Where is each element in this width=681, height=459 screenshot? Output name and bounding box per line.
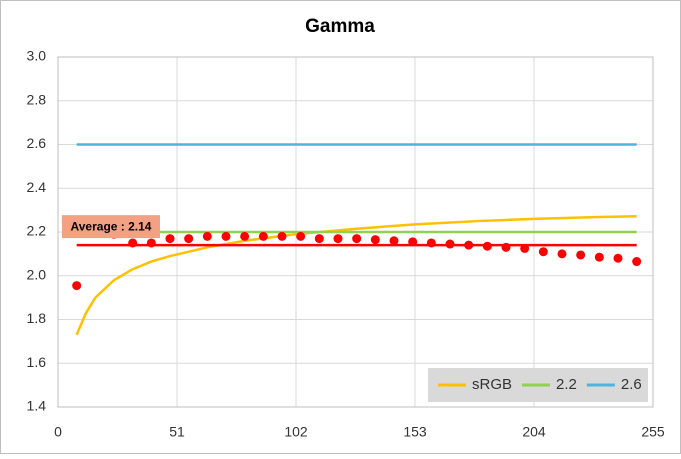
- data-point: [146, 238, 156, 248]
- average-label: Average : 2.14: [71, 219, 152, 233]
- average-label-box: [62, 215, 160, 239]
- x-tick-label: 255: [641, 424, 665, 440]
- data-point: [408, 237, 418, 247]
- data-point: [258, 231, 268, 241]
- legend-label: sRGB: [472, 376, 512, 393]
- y-tick-label: 1.4: [27, 398, 47, 414]
- x-tick-label: 51: [169, 424, 185, 440]
- data-point: [613, 253, 623, 263]
- data-point: [501, 242, 511, 252]
- legend-label: 2.2: [556, 376, 577, 393]
- data-point: [426, 238, 436, 248]
- x-tick-label: 204: [522, 424, 546, 440]
- data-point: [594, 252, 604, 262]
- chart-title: Gamma: [305, 16, 375, 37]
- data-point: [370, 235, 380, 245]
- data-point: [296, 231, 306, 241]
- data-point: [482, 241, 492, 251]
- data-point: [314, 234, 324, 244]
- data-point: [184, 234, 194, 244]
- y-tick-label: 3.0: [27, 48, 47, 64]
- data-point: [576, 250, 586, 260]
- y-tick-label: 2.0: [27, 266, 47, 282]
- x-tick-label: 0: [54, 424, 62, 440]
- data-point: [352, 234, 362, 244]
- data-point: [520, 243, 530, 253]
- plot-border: [57, 56, 654, 408]
- y-tick-label: 2.8: [27, 91, 47, 107]
- legend-label: 2.6: [621, 376, 642, 393]
- y-tick-label: 2.2: [27, 223, 47, 239]
- y-tick-label: 1.8: [27, 310, 47, 326]
- y-tick-label: 2.6: [27, 135, 47, 151]
- data-point: [277, 231, 287, 241]
- data-point: [221, 231, 231, 241]
- x-tick-label: 102: [284, 424, 308, 440]
- data-point: [128, 238, 138, 248]
- y-tick-label: 1.6: [27, 354, 47, 370]
- data-point: [240, 231, 250, 241]
- y-tick-label: 2.4: [27, 179, 47, 195]
- x-tick-label: 153: [403, 424, 427, 440]
- data-point: [202, 231, 212, 241]
- data-point: [557, 249, 567, 259]
- data-point: [333, 234, 343, 244]
- data-point: [464, 240, 474, 250]
- data-point: [389, 236, 399, 246]
- data-point: [72, 281, 82, 291]
- data-point: [538, 247, 548, 257]
- series-line: [75, 215, 637, 336]
- data-point: [632, 257, 642, 267]
- data-point: [445, 239, 455, 249]
- data-point: [165, 234, 175, 244]
